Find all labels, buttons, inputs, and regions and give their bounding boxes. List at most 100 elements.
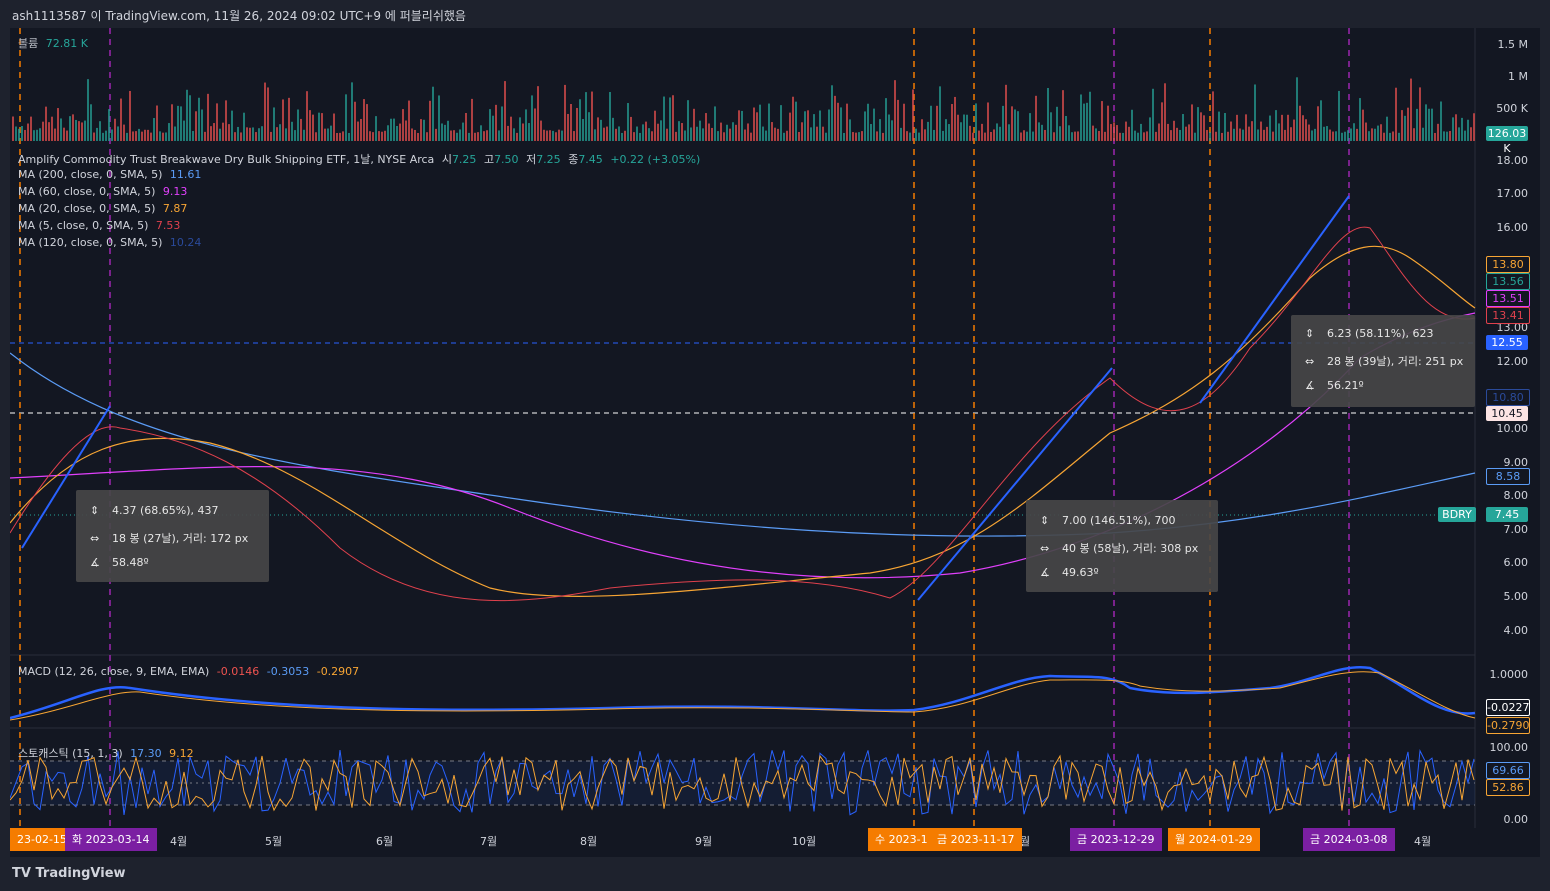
signal-tag: -0.2790 <box>1486 717 1530 734</box>
bar-range-icon: ⇔ <box>1305 355 1315 368</box>
volume-bar <box>48 122 50 141</box>
stoch-legend[interactable]: 스토캐스틱 (15, 1, 3) 17.30 9.12 <box>18 745 198 761</box>
price-axis-label: 10.00 <box>1496 422 1529 435</box>
volume-bar <box>1161 102 1163 141</box>
volume-bar <box>210 126 212 141</box>
volume-bar <box>360 118 362 141</box>
volume-bar <box>888 114 890 141</box>
open-label: 시 <box>441 153 452 166</box>
volume-bar <box>654 110 656 141</box>
volume-bar <box>669 97 671 141</box>
volume-bar <box>1437 123 1439 141</box>
volume-bar <box>717 131 719 141</box>
volume-bar <box>1452 117 1454 141</box>
volume-bar <box>897 99 899 141</box>
volume-bar <box>786 130 788 141</box>
tradingview-logo[interactable]: 𝗧𝗩 TradingView <box>12 866 126 881</box>
volume-bar <box>378 131 380 141</box>
volume-bar <box>1275 110 1277 141</box>
chart-area[interactable]: 볼륨 72.81 K Amplify Commodity Trust Break… <box>9 28 1540 857</box>
volume-bar <box>1344 131 1346 141</box>
volume-bar <box>1125 121 1127 141</box>
ma5-legend[interactable]: MA (5, close, 0, SMA, 5) 7.53 <box>18 219 184 232</box>
volume-bar <box>1329 129 1331 141</box>
volume-bar <box>1326 126 1328 141</box>
ma200-legend[interactable]: MA (200, close, 0, SMA, 5) 11.61 <box>18 168 205 181</box>
volume-bar <box>510 116 512 141</box>
symbol-legend[interactable]: Amplify Commodity Trust Breakwave Dry Bu… <box>18 151 704 167</box>
volume-bar <box>504 81 506 141</box>
volume-bar <box>54 128 56 141</box>
volume-bar <box>882 132 884 141</box>
volume-bar <box>996 123 998 141</box>
volume-bar <box>1167 123 1169 141</box>
price-axis-label: 5.00 <box>1503 590 1529 603</box>
volume-bar <box>519 117 521 141</box>
volume-bar <box>162 132 164 141</box>
volume-bar <box>702 128 704 141</box>
volume-bar <box>1377 125 1379 141</box>
top-bar: ash1113587 이 TradingView.com, 11월 26, 20… <box>0 0 1550 28</box>
volume-bar <box>255 132 257 141</box>
time-tag-marker[interactable]: 화 2023-03-14 <box>65 828 157 851</box>
volume-bar <box>750 132 752 141</box>
ma5-line <box>9 226 1476 602</box>
volume-bar <box>1383 132 1385 141</box>
volume-bar <box>1110 124 1112 141</box>
volume-bar <box>537 86 539 141</box>
volume-bar <box>663 96 665 141</box>
volume-bar <box>1059 126 1061 141</box>
measure-box-3[interactable]: ⇕ 6.23 (58.11%), 623 ⇔ 28 봉 (39날), 거리: 251… <box>1291 315 1475 407</box>
measure-2-price: 7.00 (146.51%), 700 <box>1062 514 1176 527</box>
volume-bar <box>408 100 410 141</box>
volume-bar <box>741 110 743 141</box>
volume-bar <box>117 126 119 141</box>
time-tag-marker[interactable]: 금 2023-11-17 <box>930 828 1022 851</box>
volume-bar <box>486 130 488 141</box>
volume-bar <box>1017 111 1019 141</box>
volume-bar <box>657 123 659 141</box>
volume-bar <box>489 109 491 141</box>
open-value: 7.25 <box>451 153 477 166</box>
volume-bar <box>870 124 872 141</box>
volume-bar <box>1098 131 1100 141</box>
volume-bar <box>1008 124 1010 141</box>
volume-bar <box>363 99 365 141</box>
volume-bar <box>309 110 311 141</box>
volume-bar <box>495 104 497 141</box>
volume-bar <box>33 130 35 141</box>
volume-bar <box>84 120 86 141</box>
time-tag-marker[interactable]: 월 2024-01-29 <box>1168 828 1260 851</box>
time-tag-marker[interactable]: 금 2023-12-29 <box>1070 828 1162 851</box>
volume-bar <box>768 103 770 141</box>
volume-bar <box>447 120 449 141</box>
volume-bar <box>369 131 371 141</box>
time-tag-marker[interactable]: 23-02-15 <box>10 828 74 851</box>
volume-bar <box>288 97 290 141</box>
volume-bar <box>27 123 29 141</box>
volume-bar <box>1182 114 1184 141</box>
volume-bar <box>273 107 275 141</box>
ma120-legend[interactable]: MA (120, close, 0, SMA, 5) 10.24 <box>18 236 205 249</box>
measure-box-1[interactable]: ⇕ 4.37 (68.65%), 437 ⇔ 18 봉 (27날), 거리: 172… <box>76 490 269 582</box>
measure-box-2[interactable]: ⇕ 7.00 (146.51%), 700 ⇔ 40 봉 (58날), 거리: 30… <box>1026 500 1218 592</box>
trend-line <box>1199 195 1350 404</box>
volume-bar <box>87 79 89 141</box>
volume-bar <box>174 126 176 141</box>
symbol-title[interactable]: Amplify Commodity Trust Breakwave Dry Bu… <box>18 153 435 166</box>
volume-bar <box>615 128 617 141</box>
volume-bar <box>366 104 368 141</box>
macd-legend[interactable]: MACD (12, 26, close, 9, EMA, EMA) -0.014… <box>18 665 363 678</box>
ma60-legend[interactable]: MA (60, close, 0, SMA, 5) 9.13 <box>18 185 191 198</box>
volume-bar <box>1284 129 1286 141</box>
volume-bar <box>1176 127 1178 141</box>
volume-bar <box>1428 108 1430 141</box>
time-tag-marker[interactable]: 금 2024-03-08 <box>1303 828 1395 851</box>
volume-bar <box>1179 129 1181 141</box>
volume-bar <box>123 124 125 141</box>
volume-bar <box>660 120 662 141</box>
ma20-legend[interactable]: MA (20, close, 0, SMA, 5) 7.87 <box>18 202 191 215</box>
volume-bar <box>978 130 980 141</box>
volume-bar <box>12 116 14 141</box>
time-tag-marker[interactable]: 수 2023-1 <box>868 828 935 851</box>
